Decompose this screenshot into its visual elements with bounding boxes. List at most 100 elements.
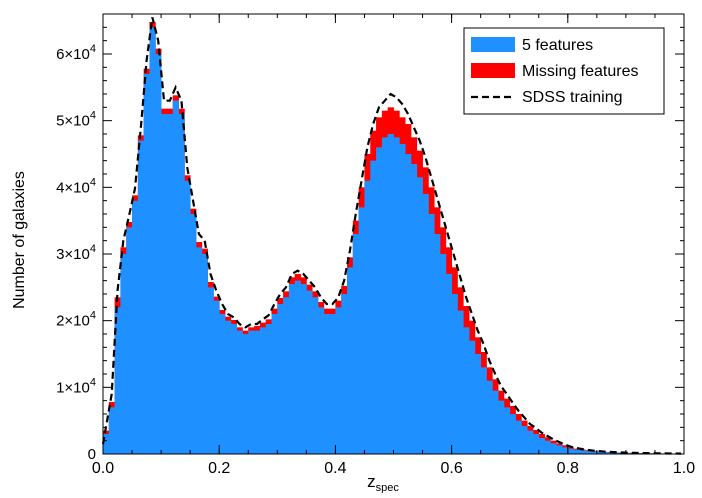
five-features-bar [347, 267, 353, 454]
five-features-bar [457, 311, 463, 454]
x-tick-label: 0.4 [324, 460, 346, 477]
five-features-bar [562, 447, 568, 454]
five-features-bar [144, 74, 150, 454]
x-tick-label: 1.0 [673, 460, 695, 477]
five-features-bar [184, 181, 190, 454]
five-features-bar [481, 367, 487, 454]
five-features-bar [550, 443, 556, 454]
five-features-bar [231, 324, 237, 454]
five-features-bar [440, 254, 446, 454]
five-features-bar [271, 314, 277, 454]
five-features-bar [306, 291, 312, 454]
five-features-bar [353, 234, 359, 454]
five-features-bar [417, 177, 423, 454]
x-axis-label: zspec [367, 472, 399, 493]
five-features-bar [318, 307, 324, 454]
five-features-bar [364, 181, 370, 454]
x-tick-label: 0.6 [440, 460, 462, 477]
legend-label-five-features: 5 features [522, 37, 593, 54]
y-tick-label: 4×104 [56, 176, 96, 196]
five-features-bar [539, 438, 545, 454]
five-features-bar [277, 304, 283, 454]
legend-swatch-five-features [471, 37, 515, 52]
five-features-bar [149, 27, 155, 454]
five-features-bar [324, 314, 330, 454]
five-features-bar [469, 341, 475, 454]
five-features-bar [545, 441, 551, 454]
five-features-bar [446, 274, 452, 454]
five-features-bar [335, 307, 341, 454]
five-features-bar [411, 164, 417, 454]
five-features-bar [382, 137, 388, 454]
five-features-bar [574, 450, 580, 454]
five-features-bar [208, 287, 214, 454]
five-features-bar [173, 101, 179, 454]
five-features-bar [579, 450, 585, 454]
x-tick-label: 0.2 [208, 460, 230, 477]
five-features-bar [359, 207, 365, 454]
y-tick-label: 0 [88, 446, 96, 463]
five-features-bar [394, 137, 400, 454]
five-features-bar [452, 294, 458, 454]
y-tick-label: 1×104 [56, 376, 96, 396]
five-features-bar [213, 301, 219, 454]
five-features-bar [179, 114, 185, 454]
y-tick-label: 3×104 [56, 243, 96, 263]
five-features-bar [486, 381, 492, 454]
five-features-bar [498, 401, 504, 454]
five-features-bar [202, 254, 208, 454]
legend-swatch-missing-features [471, 63, 515, 78]
five-features-bar [167, 114, 173, 454]
five-features-bar [330, 314, 336, 454]
five-features-bar [405, 154, 411, 454]
five-features-bar [428, 214, 434, 454]
five-features-bar [475, 354, 481, 454]
five-features-bar [504, 407, 510, 454]
five-features-bar [254, 331, 260, 454]
five-features-bar [568, 449, 574, 454]
five-features-bar [527, 431, 533, 454]
five-features-bar [399, 144, 405, 454]
five-features-bar [109, 407, 115, 454]
five-features-bar [266, 324, 272, 454]
five-features-bar [283, 297, 289, 454]
five-features-bar [521, 426, 527, 454]
five-features-bar [190, 214, 196, 454]
five-features-bar [225, 321, 231, 454]
five-features-bar [463, 327, 469, 454]
five-features-bar [510, 414, 516, 454]
five-features-bar [242, 334, 248, 454]
y-tick-label: 2×104 [56, 310, 96, 330]
y-tick-label: 5×104 [56, 110, 96, 130]
x-tick-label: 0.8 [557, 460, 579, 477]
five-features-bar [289, 284, 295, 454]
five-features-bar [248, 331, 254, 454]
five-features-bar [260, 327, 266, 454]
five-features-bar [155, 54, 161, 454]
five-features-bar [132, 201, 138, 454]
five-features-bar [161, 114, 167, 454]
five-features-bar [492, 391, 498, 454]
five-features-bar [126, 227, 132, 454]
five-features-bar [434, 234, 440, 454]
five-features-bar [312, 297, 318, 454]
five-features-bar [376, 147, 382, 454]
five-features-bar [196, 247, 202, 454]
five-features-bar [341, 294, 347, 454]
five-features-bar [388, 134, 394, 454]
five-features-bar [295, 281, 301, 454]
five-features-bar [556, 445, 562, 454]
legend: 5 features Missing features SDSS trainin… [464, 28, 664, 114]
legend-label-sdss-training: SDSS training [522, 89, 623, 106]
five-features-bar [120, 254, 126, 454]
five-features-bar [516, 421, 522, 454]
five-features-bar [301, 284, 307, 454]
y-axis-label: Number of galaxies [11, 171, 28, 309]
five-features-bar [533, 434, 539, 454]
five-features-bar [423, 194, 429, 454]
five-features-bar [138, 141, 144, 454]
five-features-bar [370, 161, 376, 454]
five-features-bar [237, 331, 243, 454]
